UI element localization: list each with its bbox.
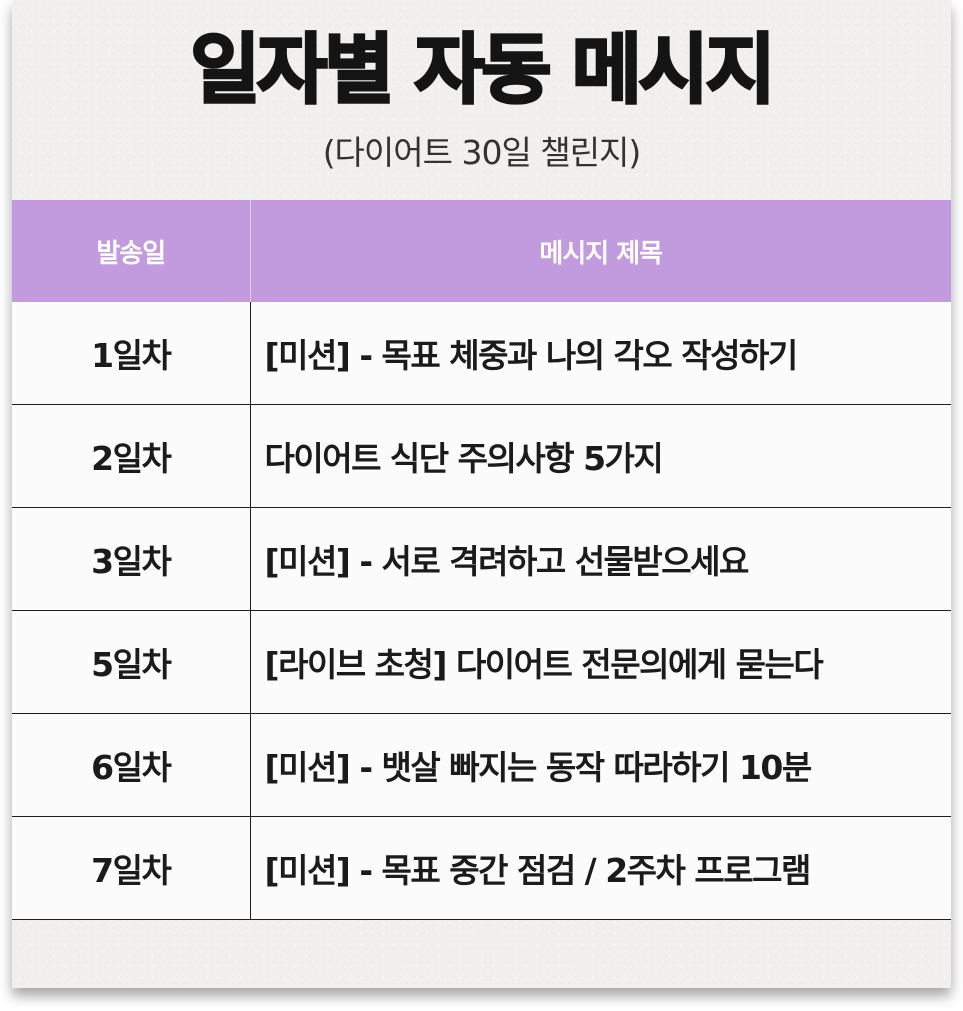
row-day: 1일차	[12, 302, 251, 405]
page-title: 일자별 자동 메시지	[189, 24, 777, 116]
row-message: [미션] - 목표 중간 점검 / 2주차 프로그램	[250, 816, 951, 920]
header-message-title: 메시지 제목	[250, 200, 951, 302]
message-schedule-table: 발송일 메시지 제목 1일차 [미션] - 목표 체중과 나의 각오 작성하기 …	[12, 200, 951, 920]
table-row: 2일차 다이어트 식단 주의사항 5가지	[12, 404, 951, 508]
table-header-row: 발송일 메시지 제목	[12, 200, 951, 302]
table-row: 6일차 [미션] - 뱃살 빠지는 동작 따라하기 10분	[12, 713, 951, 817]
table-row: 7일차 [미션] - 목표 중간 점검 / 2주차 프로그램	[12, 816, 951, 920]
page-subtitle: (다이어트 30일 챌린지)	[322, 133, 642, 172]
row-message: [미션] - 목표 체중과 나의 각오 작성하기	[250, 302, 951, 405]
message-schedule-card: 일자별 자동 메시지 (다이어트 30일 챌린지) 발송일 메시지 제목 1일차…	[12, 0, 951, 988]
row-day: 2일차	[12, 404, 251, 508]
row-day: 3일차	[12, 507, 251, 611]
table-row: 5일차 [라이브 초청] 다이어트 전문의에게 묻는다	[12, 610, 951, 714]
row-day: 6일차	[12, 713, 251, 817]
row-message: [미션] - 서로 격려하고 선물받으세요	[250, 507, 951, 611]
row-message: 다이어트 식단 주의사항 5가지	[250, 404, 951, 508]
row-message: [라이브 초청] 다이어트 전문의에게 묻는다	[250, 610, 951, 714]
row-day: 5일차	[12, 610, 251, 714]
table-row: 3일차 [미션] - 서로 격려하고 선물받으세요	[12, 507, 951, 611]
table-row: 1일차 [미션] - 목표 체중과 나의 각오 작성하기	[12, 302, 951, 405]
row-day: 7일차	[12, 816, 251, 920]
row-message: [미션] - 뱃살 빠지는 동작 따라하기 10분	[250, 713, 951, 817]
header-send-day: 발송일	[12, 200, 251, 302]
